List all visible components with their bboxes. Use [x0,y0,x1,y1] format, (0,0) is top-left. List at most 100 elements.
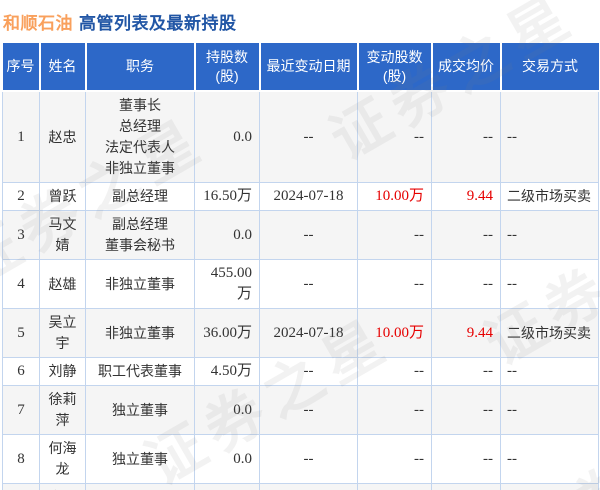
cell-trade-method: 二级市场买卖 [500,182,599,211]
col-header-label: 职务 [126,58,154,74]
cell-change-shares: -- [357,259,432,309]
cell-position: 独立董事 [85,385,195,435]
cell-avg-price: -- [431,385,501,435]
col-header-change-shares: 变动股数 (股) [356,43,433,92]
table-row: 2 曾跃 副总经理 16.50万 2024-07-18 10.00万 9.44 二级市场买卖 [2,182,599,211]
col-header-trade-method: 交易方式 [499,43,599,92]
cell-change-shares: 10.00万 [357,308,432,358]
cell-no: 4 [2,259,40,309]
cell-name: 何海龙 [39,434,86,484]
cell-no: 3 [2,210,40,260]
col-header-label: 变动股数 [366,48,423,65]
cell-trade-method: -- [500,90,599,183]
cell-name: 徐莉萍 [39,385,86,435]
cell-change-shares: -- [357,483,432,490]
table-body: 1 赵忠 董事长 总经理 法定代表人 非独立董事 0.0 -- -- -- -- 2 曾跃 副总经理 16.… [2,90,599,490]
cell-position: 董事长 总经理 法定代表人 非独立董事 [85,90,195,183]
col-header-label: 最近变动日期 [266,58,351,74]
cell-position: 非独立董事 [85,308,195,358]
cell-avg-price: -- [431,483,501,490]
cell-no: 1 [2,90,40,183]
page-title-text: 高管列表及最新持股 [79,14,237,33]
cell-name: 赵忠 [39,90,86,183]
cell-trade-method: -- [500,483,599,490]
cell-avg-price: 9.44 [431,308,501,358]
cell-avg-price: -- [431,434,501,484]
cell-shares: 0.0 [194,210,260,260]
position-line: 非独立董事 [105,275,175,292]
cell-change-shares: -- [357,210,432,260]
table-header: 序号 姓名 职务 持股数 (股) 最近变动日期 变动股数 (股) 成交均价 交易方式 [2,43,599,92]
cell-name: 谢小平 [39,483,86,490]
cell-position: 独立董事 [85,483,195,490]
col-header-name: 姓名 [38,43,87,92]
cell-name: 刘静 [39,357,86,386]
cell-change-shares: 10.00万 [357,182,432,211]
table-row: 3 马文婧 副总经理 董事会秘书 0.0 -- -- -- -- [2,210,599,260]
cell-shares: 0.0 [194,385,260,435]
col-header-label: 持股数 [206,48,248,65]
col-header-label: 交易方式 [522,58,578,74]
cell-change-date: -- [259,434,358,484]
table-row: 8 何海龙 独立董事 0.0 -- -- -- -- [2,434,599,484]
cell-avg-price: -- [431,210,501,260]
cell-position: 职工代表董事 [85,357,195,386]
col-header-position: 职务 [84,43,196,92]
col-header-sub-label: (股) [382,67,407,84]
cell-avg-price: -- [431,259,501,309]
cell-change-date: -- [259,210,358,260]
table-row: 5 吴立宇 非独立董事 36.00万 2024-07-18 10.00万 9.44 二级市场买… [2,308,599,358]
table-row: 6 刘静 职工代表董事 4.50万 -- -- -- -- [2,357,599,386]
position-line: 独立董事 [112,401,168,418]
cell-shares: 4.50万 [194,357,260,386]
cell-change-date: 2024-07-18 [259,182,358,211]
cell-change-shares: -- [357,385,432,435]
cell-no: 2 [2,182,40,211]
cell-trade-method: -- [500,210,599,260]
cell-shares: 455.00万 [194,259,260,309]
cell-shares: 0.0 [194,483,260,490]
table-row: 4 赵雄 非独立董事 455.00万 -- -- -- -- [2,259,599,309]
cell-no: 7 [2,385,40,435]
cell-position: 非独立董事 [85,259,195,309]
cell-change-date: -- [259,90,358,183]
position-line: 总经理 [119,118,161,134]
position-line: 独立董事 [112,450,168,467]
cell-no: 9 [2,483,40,490]
position-line: 董事会秘书 [105,237,175,253]
col-header-change-date: 最近变动日期 [258,43,359,92]
cell-name: 赵雄 [39,259,86,309]
executives-table: 序号 姓名 职务 持股数 (股) 最近变动日期 变动股数 (股) 成交均价 交易方式 1 赵忠 董事长… [2,43,599,490]
cell-change-date: -- [259,385,358,435]
cell-position: 副总经理 董事会秘书 [85,210,195,260]
cell-change-date: -- [259,259,358,309]
col-header-no: 序号 [2,43,41,92]
position-line: 法定代表人 [105,139,175,155]
position-line: 职工代表董事 [98,363,182,379]
cell-avg-price: 9.44 [431,182,501,211]
cell-no: 5 [2,308,40,358]
cell-position: 副总经理 [85,182,195,211]
cell-change-date: 2024-07-18 [259,308,358,358]
cell-change-shares: -- [357,434,432,484]
cell-avg-price: -- [431,90,501,183]
table-row: 1 赵忠 董事长 总经理 法定代表人 非独立董事 0.0 -- -- -- -- [2,90,599,183]
page-title: 和顺石油 高管列表及最新持股 [3,9,598,34]
cell-trade-method: -- [500,385,599,435]
cell-name: 曾跃 [39,182,86,211]
table-row: 9谢小平独立董事0.0-------- [2,483,599,490]
col-header-label: 姓名 [48,58,77,74]
cell-change-date: -- [259,483,358,490]
cell-position: 独立董事 [85,434,195,484]
table-header-row: 序号 姓名 职务 持股数 (股) 最近变动日期 变动股数 (股) 成交均价 交易方式 [2,43,599,92]
cell-avg-price: -- [431,357,501,386]
col-header-sub-label: (股) [215,67,239,84]
cell-change-shares: -- [357,90,432,183]
cell-name: 马文婧 [39,210,86,260]
col-header-label: 成交均价 [438,58,494,74]
cell-trade-method: 二级市场买卖 [500,308,599,358]
cell-change-date: -- [259,357,358,386]
cell-no: 6 [2,357,40,386]
cell-shares: 16.50万 [194,182,260,211]
